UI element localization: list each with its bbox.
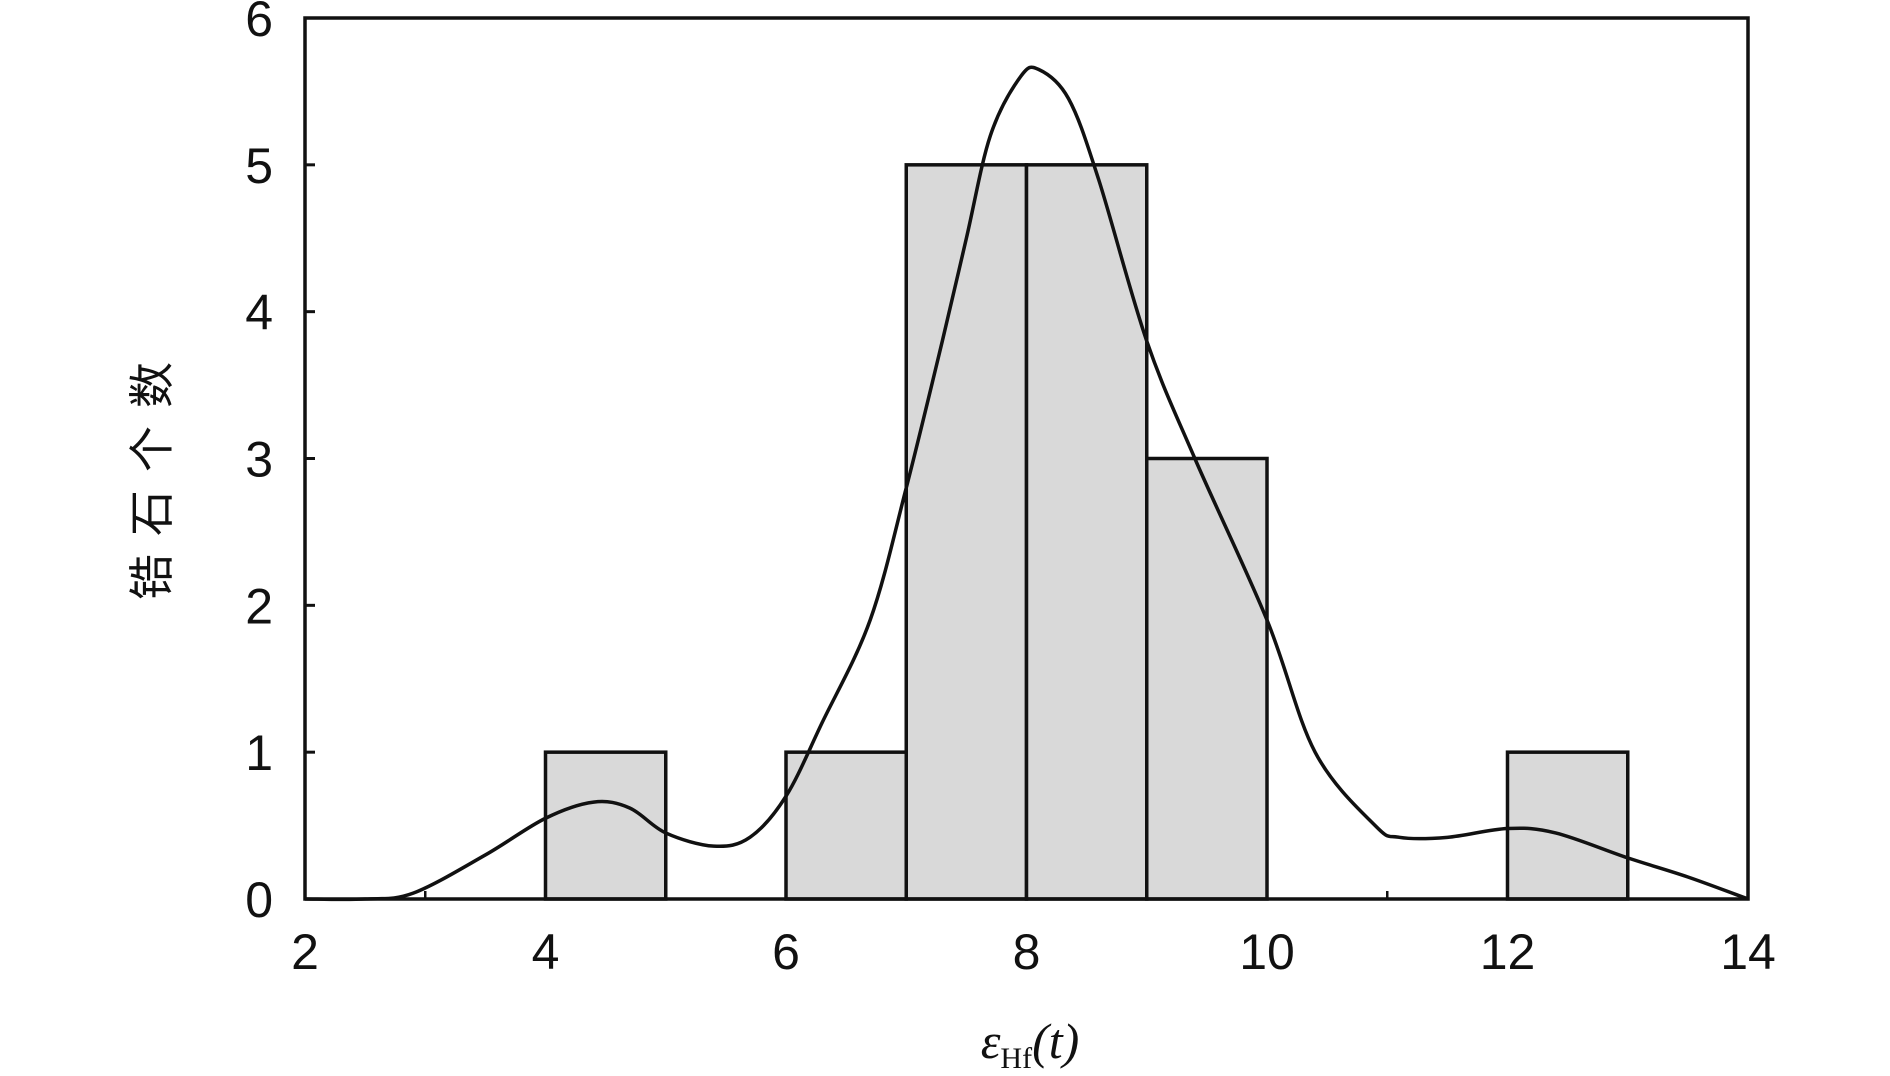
x-tick-label: 8 (1013, 924, 1041, 980)
x-tick-label: 4 (532, 924, 560, 980)
x-tick-label: 14 (1720, 924, 1776, 980)
histogram-bar (543, 750, 668, 901)
x-tick-label: 10 (1239, 924, 1295, 980)
density-curve (304, 65, 1749, 902)
y-tick-label: 4 (245, 285, 273, 341)
histogram-bar (784, 750, 908, 901)
y-tick-label: 5 (245, 138, 273, 194)
y-tick-label: 1 (245, 725, 273, 781)
y-tick-label: 3 (245, 432, 273, 488)
x-tick-label: 2 (291, 924, 319, 980)
y-axis-label: 锆石个数 (125, 344, 179, 600)
y-tick-label: 6 (245, 0, 273, 47)
histogram-bar (1145, 456, 1269, 901)
histogram-bar (1024, 163, 1149, 901)
histogram-bar (904, 163, 1029, 901)
y-tick-label: 2 (245, 578, 273, 634)
x-axis-label: εHf(t) (981, 1013, 1080, 1075)
histogram-bar (1505, 750, 1630, 901)
y-tick-label: 0 (245, 872, 273, 928)
x-tick-label: 12 (1480, 924, 1536, 980)
x-tick-label: 6 (772, 924, 800, 980)
